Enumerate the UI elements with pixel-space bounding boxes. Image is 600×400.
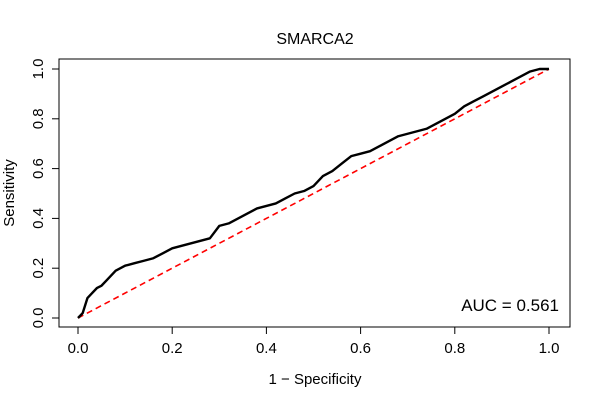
chart-title: SMARCA2 xyxy=(276,31,353,48)
y-tick-label: 0.6 xyxy=(30,158,47,179)
auc-annotation: AUC = 0.561 xyxy=(461,296,559,315)
roc-curve xyxy=(77,67,549,319)
y-tick-label: 0.8 xyxy=(30,108,47,129)
y-tick-label: 0.2 xyxy=(30,258,47,279)
x-axis-label: 1 − Specificity xyxy=(269,371,362,388)
x-tick-label: 0.6 xyxy=(350,340,371,357)
y-tick-label: 1.0 xyxy=(30,59,47,80)
y-tick-label: 0.4 xyxy=(30,208,47,229)
plot-area xyxy=(77,67,550,319)
reference-diagonal-line xyxy=(77,68,550,319)
y-axis: 0.0 0.2 0.4 0.6 0.8 1.0 xyxy=(30,59,60,329)
x-tick-label: 0.2 xyxy=(162,340,183,357)
x-tick-label: 1.0 xyxy=(539,340,560,357)
y-axis-label: Sensitivity xyxy=(1,159,18,227)
y-tick-label: 0.0 xyxy=(30,308,47,329)
x-axis: 0.0 0.2 0.4 0.6 0.8 1.0 xyxy=(68,326,560,357)
x-tick-label: 0.0 xyxy=(68,340,89,357)
x-tick-label: 0.8 xyxy=(444,340,465,357)
x-tick-label: 0.4 xyxy=(256,340,277,357)
